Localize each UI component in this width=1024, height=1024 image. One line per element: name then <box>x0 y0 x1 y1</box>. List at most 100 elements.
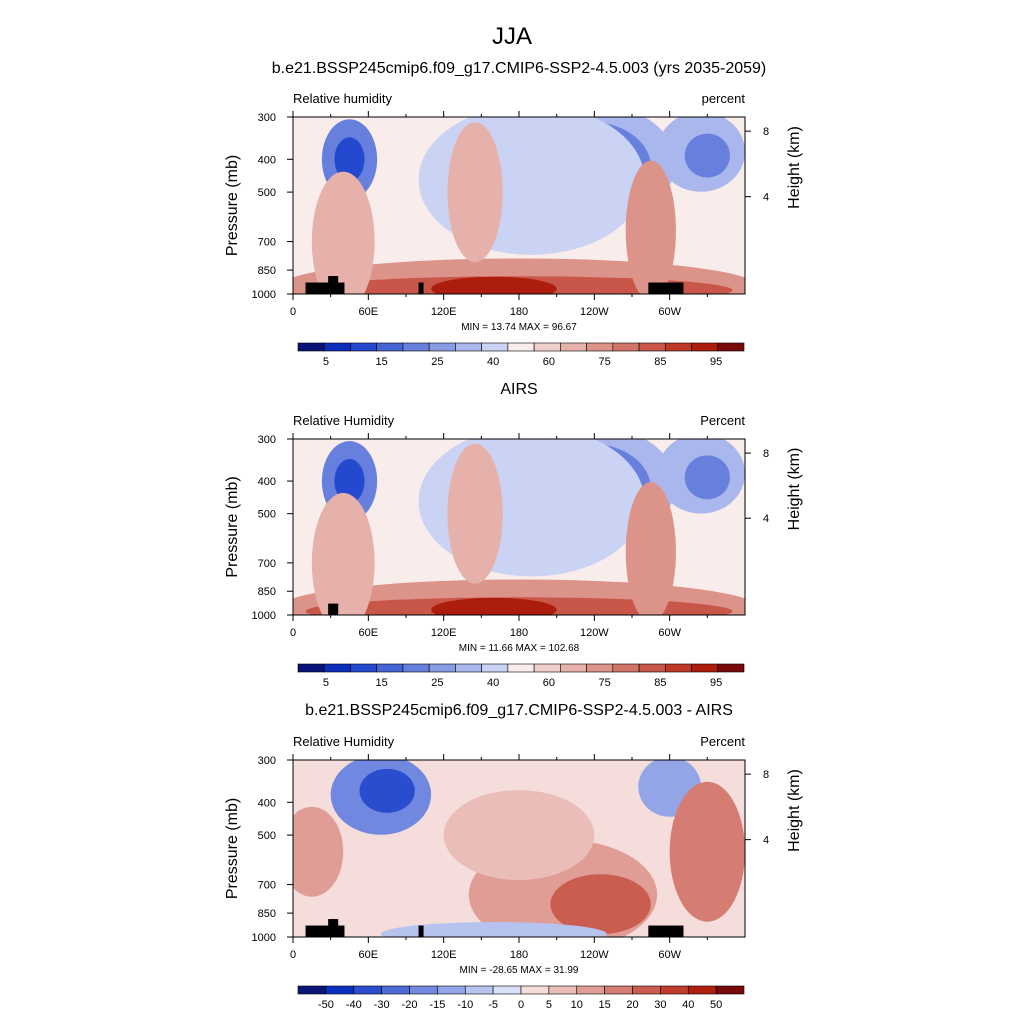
colorbar-swatch <box>507 342 535 352</box>
y2-tick-label: 8 <box>763 448 769 460</box>
colorbar-label: 85 <box>654 356 666 368</box>
panel-title: AIRS <box>500 381 537 398</box>
colorbar-label: -15 <box>429 999 445 1011</box>
colorbar-swatch <box>350 663 378 673</box>
topography-mask <box>418 925 424 937</box>
colorbar-swatch <box>325 985 355 995</box>
colorbar-swatch <box>323 342 351 352</box>
panel-title: b.e21.BSSP245cmip6.f09_g17.CMIP6-SSP2-4.… <box>305 702 733 719</box>
colorbar-label: -30 <box>374 999 390 1011</box>
colorbar-swatch <box>717 663 745 673</box>
colorbar-swatch <box>297 342 325 352</box>
colorbar-swatch <box>297 663 325 673</box>
x-tick-label: 60W <box>658 949 681 961</box>
colorbar-swatch <box>533 342 561 352</box>
colorbar-swatch <box>691 663 719 673</box>
variable-label: Relative Humidity <box>293 734 395 749</box>
units-label: percent <box>702 91 746 106</box>
topography-mask <box>328 919 339 937</box>
x-tick-label: 60E <box>359 306 379 318</box>
colorbar-swatch <box>687 985 717 995</box>
y2-tick-label: 8 <box>763 126 769 138</box>
min-max-stats: MIN = -28.65 MAX = 31.99 <box>460 965 579 976</box>
y-tick-label: 1000 <box>252 932 276 944</box>
y2-tick-label: 4 <box>763 835 769 847</box>
colorbar-swatch <box>507 663 535 673</box>
colorbar-label: 95 <box>710 677 722 689</box>
y2-tick-label: 4 <box>763 513 769 525</box>
colorbar-label: -10 <box>457 999 473 1011</box>
x-tick-label: 180 <box>510 949 528 961</box>
figure-title: JJA <box>492 23 532 50</box>
colorbar-swatch <box>350 342 378 352</box>
x-tick-label: 180 <box>510 627 528 639</box>
colorbar-label: 20 <box>626 999 638 1011</box>
chart-panel-2: AIRS Relative Humidity Percent 0 60E 120E 180 1… <box>224 381 803 689</box>
colorbar-label: 95 <box>710 356 722 368</box>
y-tick-label: 700 <box>258 558 276 570</box>
x-tick-label: 120E <box>431 627 457 639</box>
colorbar-label: 25 <box>431 356 443 368</box>
y-axis-title: Pressure (mb) <box>224 155 241 256</box>
panel-title: b.e21.BSSP245cmip6.f09_g17.CMIP6-SSP2-4.… <box>272 60 767 77</box>
contour-field <box>293 760 745 937</box>
colorbar-swatch <box>664 342 692 352</box>
colorbar-label: -5 <box>488 999 498 1011</box>
y-tick-label: 400 <box>258 476 276 488</box>
x-tick-label: 120W <box>580 949 609 961</box>
x-tick-label: 60E <box>359 627 379 639</box>
y2-axis-title: Height (km) <box>786 448 803 531</box>
x-tick-label: 120W <box>580 627 609 639</box>
colorbar-swatch <box>353 985 382 995</box>
variable-label: Relative humidity <box>293 91 392 106</box>
colorbar-swatch <box>560 663 587 673</box>
colorbar-swatch <box>691 342 719 352</box>
y-tick-label: 300 <box>258 755 276 767</box>
colorbar-swatch <box>376 342 404 352</box>
x-tick-label: 0 <box>290 949 296 961</box>
topography-mask <box>305 925 345 937</box>
colorbar-label: 15 <box>376 677 388 689</box>
y2-axis-title: Height (km) <box>786 126 803 209</box>
colorbar-swatch <box>464 985 494 995</box>
units-label: Percent <box>700 734 745 749</box>
colorbar-label: 5 <box>546 999 552 1011</box>
colorbar-swatch <box>492 985 522 995</box>
colorbar-label: 75 <box>599 677 611 689</box>
colorbar-swatch <box>638 342 666 352</box>
colorbar-swatch <box>717 342 745 352</box>
colorbar-swatch <box>455 342 482 352</box>
colorbar-label: 15 <box>376 356 388 368</box>
colorbar-swatch <box>481 663 509 673</box>
x-tick-label: 120W <box>580 306 609 318</box>
colorbar-swatch <box>376 663 404 673</box>
colorbar-swatch <box>586 342 614 352</box>
y-tick-label: 500 <box>258 187 276 199</box>
y-axis-title: Pressure (mb) <box>224 798 241 899</box>
y-tick-label: 400 <box>258 154 276 166</box>
colorbar-label: 60 <box>543 677 555 689</box>
colorbar-swatch <box>402 663 430 673</box>
topography-mask <box>418 282 424 294</box>
colorbar-label: 30 <box>654 999 666 1011</box>
colorbar-label: 0 <box>518 999 524 1011</box>
y-tick-label: 400 <box>258 797 276 809</box>
colorbar-swatch <box>533 663 561 673</box>
y-tick-label: 850 <box>258 586 276 598</box>
y-tick-label: 850 <box>258 908 276 920</box>
colorbar-swatch <box>409 985 438 995</box>
colorbar-label: -50 <box>318 999 334 1011</box>
colorbar-swatch <box>437 985 466 995</box>
colorbar-swatch <box>548 985 578 995</box>
colorbar-swatch <box>576 985 605 995</box>
colorbar-label: -20 <box>402 999 418 1011</box>
y2-tick-label: 4 <box>763 192 769 204</box>
colorbar-swatch <box>638 663 666 673</box>
colorbar-label: 60 <box>543 356 555 368</box>
y2-tick-label: 8 <box>763 769 769 781</box>
min-max-stats: MIN = 13.74 MAX = 96.67 <box>461 322 577 333</box>
x-tick-label: 60E <box>359 949 379 961</box>
topography-mask <box>648 282 684 294</box>
y-tick-label: 1000 <box>252 610 276 622</box>
y-tick-label: 300 <box>258 112 276 124</box>
